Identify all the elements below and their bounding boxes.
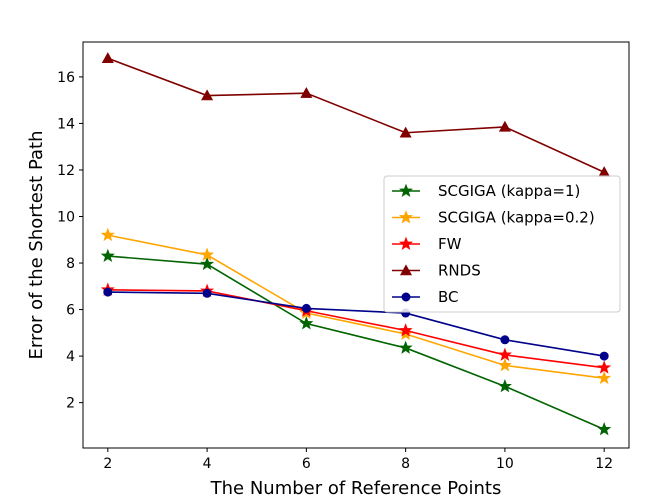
data-point [599, 351, 609, 361]
legend-label: SCGIGA (kappa=1) [438, 182, 580, 200]
y-tick-label: 10 [57, 209, 75, 225]
series-line [107, 57, 605, 174]
data-point [597, 422, 612, 436]
data-point [202, 288, 212, 298]
data-point [100, 248, 115, 263]
y-tick-label: 8 [66, 256, 75, 272]
legend-item: BC [392, 288, 459, 306]
series-line [107, 291, 605, 357]
x-tick-label: 12 [595, 456, 613, 472]
legend-marker [399, 183, 413, 197]
data-point [103, 287, 113, 297]
data-point [200, 247, 215, 261]
x-tick-label: 8 [401, 456, 410, 472]
legend-marker [399, 264, 413, 276]
data-point [500, 335, 510, 345]
legend-label: SCGIGA (kappa=0.2) [438, 209, 595, 227]
data-point [497, 378, 512, 393]
series-3 [101, 52, 611, 177]
data-point [398, 340, 413, 354]
legend-item: RNDS [392, 262, 481, 280]
y-axis-ticks: 2 4 6 8 10 12 14 16 [57, 70, 83, 412]
x-tick-label: 6 [302, 456, 311, 472]
x-tick-label: 4 [203, 456, 212, 472]
series-4 [103, 287, 609, 361]
y-tick-label: 2 [66, 396, 75, 412]
legend-marker [401, 292, 411, 302]
legend-label: BC [438, 288, 459, 306]
x-axis-label: The Number of Reference Points [210, 478, 502, 499]
data-point [597, 360, 612, 374]
legend-marker [399, 210, 413, 224]
data-point [399, 126, 412, 138]
legend: SCGIGA (kappa=1) SCGIGA (kappa=0.2) FW RNDS… [383, 175, 621, 313]
data-point [201, 89, 214, 101]
data-point [497, 347, 512, 361]
x-tick-label: 2 [103, 456, 112, 472]
legend-item: SCGIGA (kappa=1) [392, 182, 580, 200]
y-tick-label: 4 [66, 349, 75, 365]
data-point [299, 316, 314, 330]
series-0 [100, 248, 612, 436]
legend-item: SCGIGA (kappa=0.2) [392, 209, 595, 227]
series-line [107, 234, 605, 379]
y-tick-label: 6 [66, 303, 75, 319]
data-point [498, 120, 511, 132]
legend-item: FW [392, 235, 462, 253]
data-point [597, 370, 612, 385]
y-tick-label: 12 [57, 163, 75, 179]
legend-label: FW [438, 235, 462, 253]
series-layer [100, 52, 612, 436]
data-point [100, 227, 115, 242]
data-point [497, 358, 512, 372]
data-point [300, 87, 313, 98]
y-tick-label: 16 [57, 70, 75, 86]
data-point [200, 256, 215, 271]
data-point [398, 323, 413, 337]
legend-marker [399, 236, 413, 250]
data-point [101, 52, 114, 63]
legend-label: RNDS [438, 262, 481, 280]
y-tick-label: 14 [57, 116, 75, 132]
series-line [107, 288, 605, 369]
y-axis-label: Error of the Shortest Path [26, 130, 47, 359]
data-point [301, 303, 311, 313]
legend-box [383, 175, 621, 313]
x-tick-label: 10 [496, 456, 514, 472]
x-axis-ticks: 2 4 6 8 10 12 [103, 448, 613, 472]
series-line [107, 255, 605, 431]
